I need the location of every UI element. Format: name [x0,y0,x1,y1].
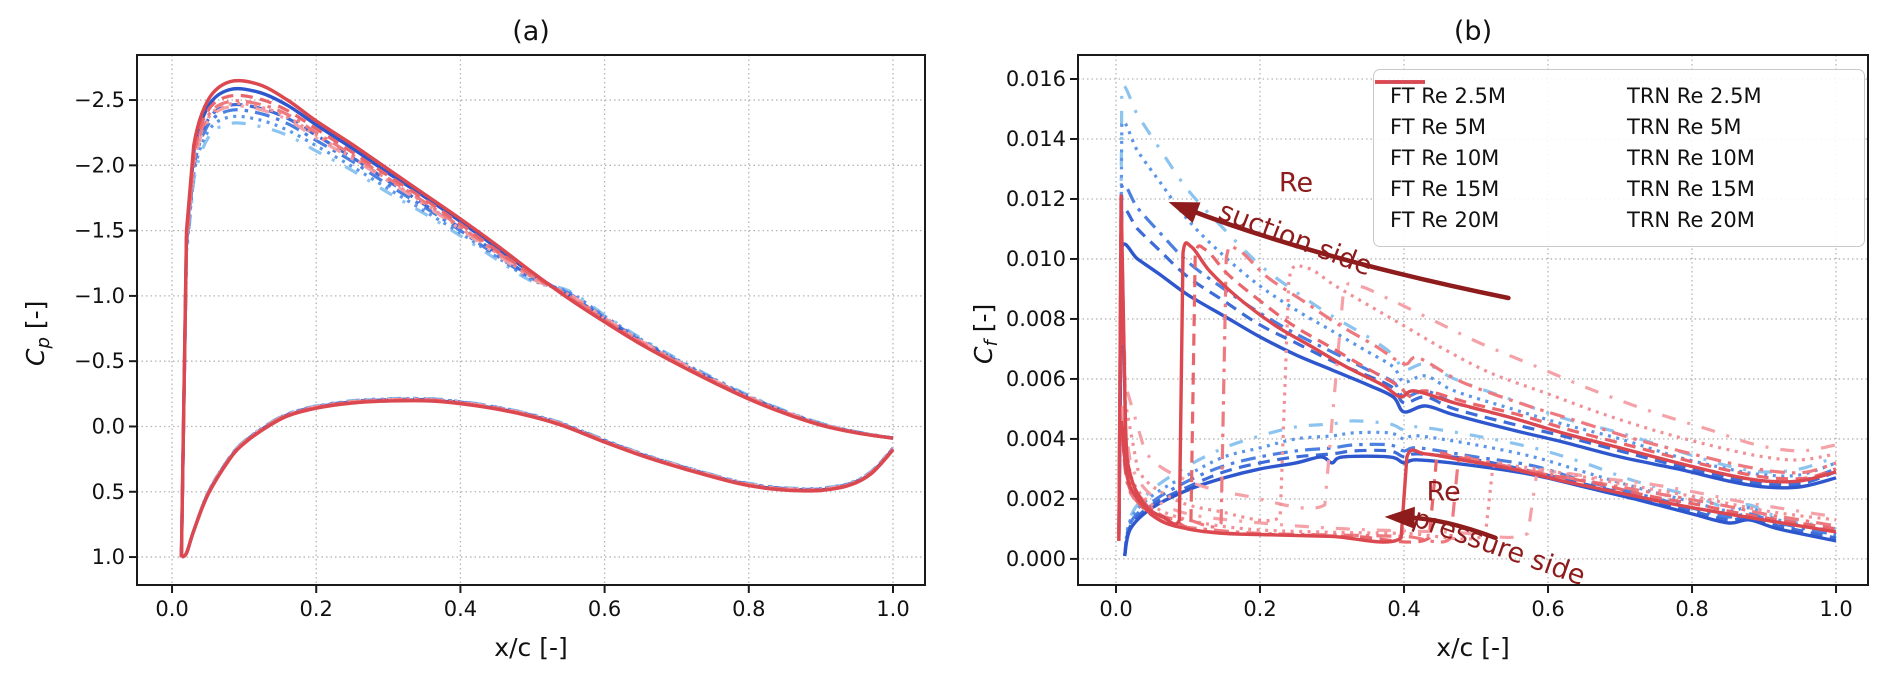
pressure-re-label: Re [1427,476,1461,507]
cp-pressure-curve-trn-re-5m [180,397,895,559]
cf-suction-curve-trn-re-20m [1117,194,1837,541]
panel-b-ylabel: Cf [-] [969,304,1002,364]
panel-b-frame [1077,54,1869,586]
panel-b-ticks: 0.0 0.2 0.4 0.6 0.8 1.0 0.000 0.002 0.004 0.006 0.… [1006,67,1853,621]
legend-item-ft-re-2.5m: FT Re 2.5M [1375,80,1617,111]
legend: FT Re 2.5M FT Re 5M FT Re 10M FT Re 15M FT R… [1373,69,1865,247]
cf-suction-curve-trn-re-15m [1117,200,1837,541]
legend-label: TRN Re 20M [1627,208,1755,233]
cf-suction-curve-ft-re-2.5m [1117,84,1837,535]
panel-b-series [1117,84,1837,557]
legend-item-ft-re-20m: FT Re 20M [1375,80,1617,236]
y-tick-label: 0.010 [1006,247,1066,271]
cp-pressure-curve-ft-re-2.5m [180,396,895,559]
x-tick-label: 0.2 [300,597,333,621]
legend-item-ft-re-15m: FT Re 15M [1375,80,1617,205]
x-tick-label: 0.6 [1531,597,1564,621]
y-tick-label: 0.006 [1006,367,1066,391]
y-tick-label: −0.5 [74,349,125,373]
legend-item-trn-re-2.5m: TRN Re 2.5M [1375,80,1854,111]
y-tick-label: 0.5 [92,480,125,504]
cf-suction-curve-trn-re-5m [1117,221,1837,538]
cp-pressure-curve-trn-re-2.5m [180,397,895,559]
y-tick-label: −2.0 [74,153,125,177]
panel-a-grid [137,55,925,585]
x-tick-label: 0.8 [732,597,765,621]
plot-frame [136,54,926,586]
legend-line-sample-icon [1375,80,1425,84]
legend-label: TRN Re 15M [1627,177,1755,202]
legend-label: FT Re 15M [1390,177,1500,202]
x-tick-label: 0.8 [1675,597,1708,621]
y-tick-label: 0.004 [1006,427,1066,451]
legend-label: FT Re 2.5M [1390,83,1506,108]
y-tick-label: 1.0 [92,545,125,569]
legend-item-ft-re-10m: FT Re 10M [1375,80,1617,173]
pressure-arrowhead-icon [1384,506,1415,529]
x-tick-label: 1.0 [1819,597,1852,621]
legend-label: TRN Re 10M [1627,145,1755,170]
panel-b-xlabel: x/c [-] [1436,633,1509,662]
y-tick-label: 0.008 [1006,307,1066,331]
y-tick-label: 0.016 [1006,67,1066,91]
panel-a-xlabel: x/c [-] [494,633,567,662]
x-tick-label: 0.6 [588,597,621,621]
legend-label: TRN Re 2.5M [1627,83,1762,108]
legend-label: TRN Re 5M [1627,114,1742,139]
cf-pressure-curve-ft-re-2.5m [1123,419,1837,557]
cp-pressure-curve-ft-re-20m [180,398,895,559]
suction-arrow-shaft [1186,207,1511,301]
cf-pressure-curve-ft-re-15m [1123,448,1837,557]
x-tick-label: 1.0 [876,597,909,621]
suction-re-label: Re [1279,168,1313,199]
panel-a-ticks: 0.0 0.2 0.4 0.6 0.8 1.0 −2.5 −2.0 −1.5 −1.0 −0.5 0.… [74,88,910,621]
suction-side-label: suction side [1214,196,1376,283]
panel-b-title: (b) [1454,16,1492,47]
suction-arrowhead-icon [1168,202,1201,223]
cf-pressure-curve-trn-re-20m [1120,420,1837,544]
cf-suction-curve-trn-re-10m [1117,206,1837,541]
cp-pressure-curve-trn-re-20m [180,398,895,559]
y-tick-label: 0.012 [1006,187,1066,211]
y-tick-label: −1.5 [74,219,125,243]
x-tick-label: 0.0 [155,597,188,621]
y-tick-label: −1.0 [74,284,125,308]
x-tick-label: 0.0 [1099,597,1132,621]
panel-a-frame [136,54,926,586]
cf-pressure-curve-ft-re-20m [1123,454,1837,557]
legend-label: FT Re 20M [1390,208,1500,233]
cf-suction-curve-trn-re-2.5m [1117,236,1837,535]
legend-label: FT Re 10M [1390,145,1500,170]
y-tick-label: 0.002 [1006,487,1066,511]
cf-pressure-curve-trn-re-10m [1120,426,1837,544]
legend-item-trn-re-10m: TRN Re 10M [1375,80,1854,173]
pressure-side-label: pressure side [1409,503,1590,592]
cp-suction-curve-trn-re-20m [179,78,894,558]
cp-suction-curve-trn-re-2.5m [179,104,894,558]
x-tick-label: 0.4 [444,597,477,621]
legend-item-ft-re-5m: FT Re 5M [1375,80,1617,142]
x-tick-label: 0.4 [1387,597,1420,621]
cp-pressure-curve-trn-re-10m [180,398,895,559]
panel-a-ylabel: Cp [-] [21,301,54,366]
y-tick-label: 0.000 [1006,547,1066,571]
legend-label: FT Re 5M [1390,114,1486,139]
cp-pressure-curve-ft-re-5m [180,397,895,559]
y-tick-label: 0.0 [92,414,125,438]
cf-pressure-curve-ft-re-10m [1123,442,1837,557]
y-tick-label: 0.014 [1006,127,1066,151]
legend-item-trn-re-15m: TRN Re 15M [1375,80,1854,205]
cp-pressure-curve-trn-re-15m [180,398,895,559]
cp-pressure-curve-ft-re-10m [180,397,895,559]
x-tick-label: 0.2 [1243,597,1276,621]
plot-frame [1077,54,1869,586]
legend-item-trn-re-20m: TRN Re 20M [1375,80,1854,236]
legend-item-trn-re-5m: TRN Re 5M [1375,80,1854,142]
panel-a-series [179,78,895,559]
panel-a-title: (a) [512,16,550,47]
y-tick-label: −2.5 [74,88,125,112]
cp-pressure-curve-ft-re-15m [180,397,895,559]
